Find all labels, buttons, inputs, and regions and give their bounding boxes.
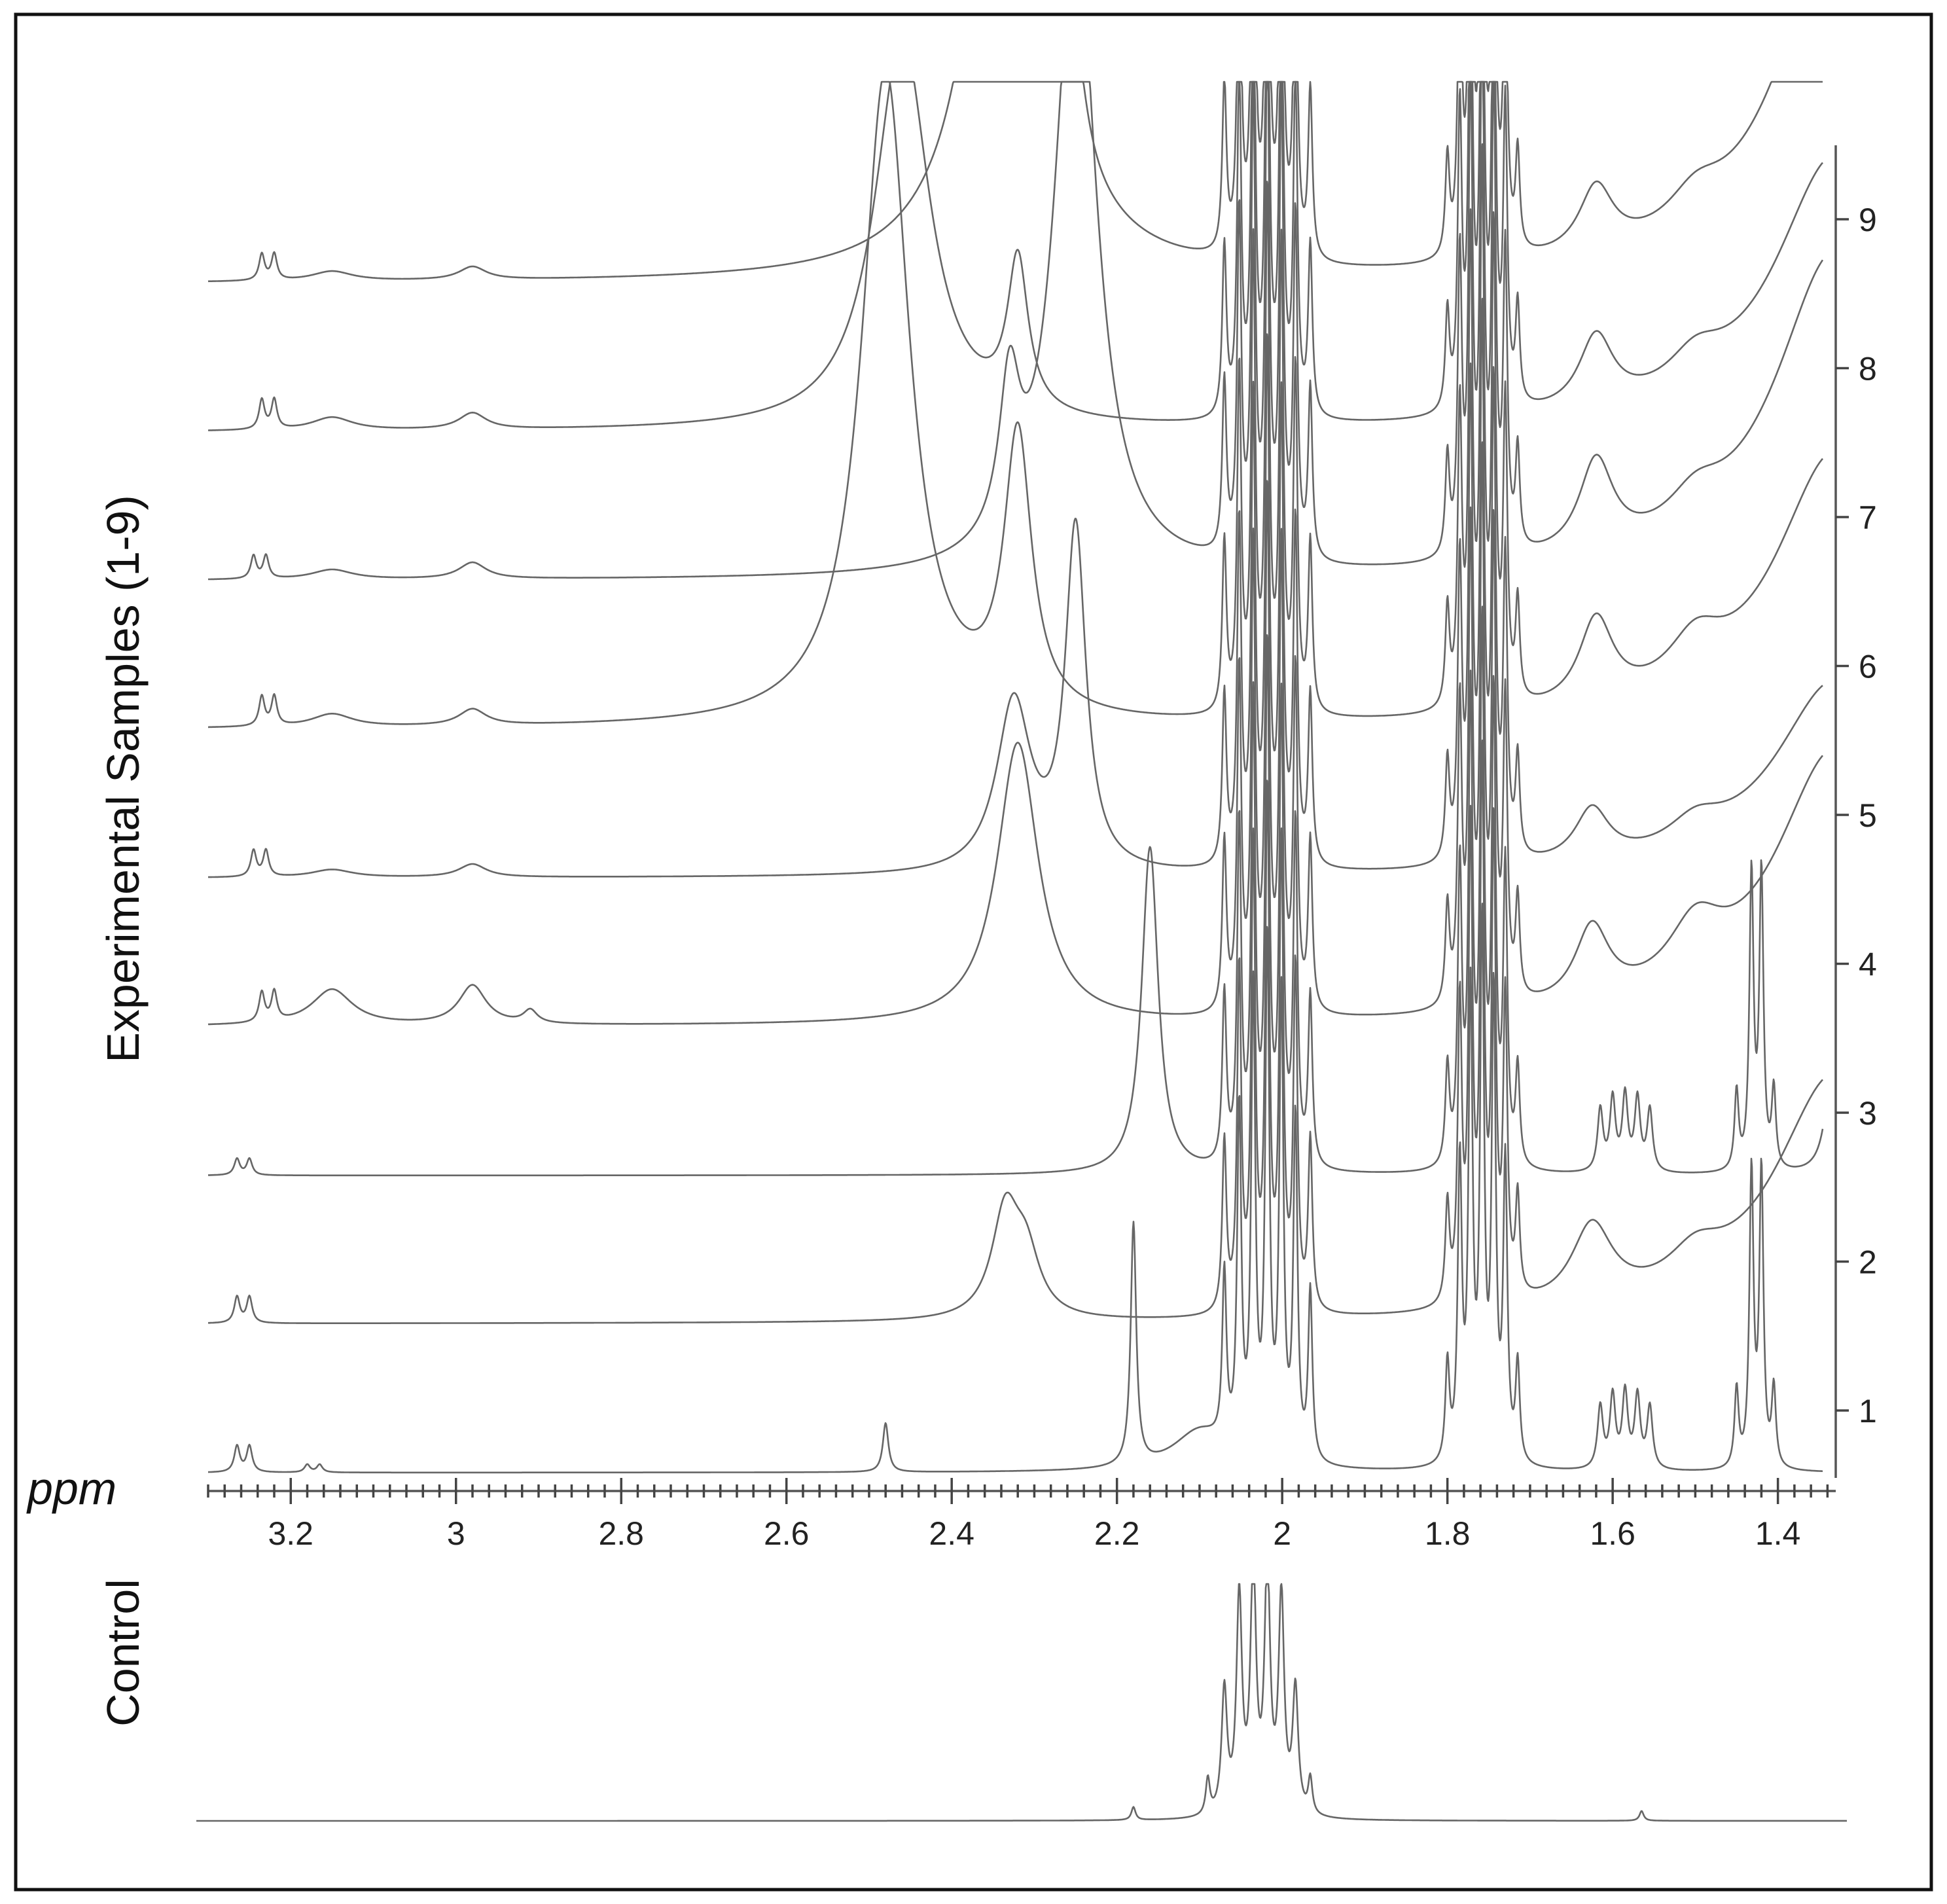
experimental-samples-label: Experimental Samples (1-9) (98, 495, 149, 1063)
ppm-tick-label: 1.4 (1755, 1515, 1801, 1552)
ppm-tick-label: 1.8 (1425, 1515, 1471, 1552)
spectrum-trace-5 (207, 298, 1823, 878)
ppm-tick-label: 3.2 (268, 1515, 313, 1552)
ppm-tick-label: 2.4 (929, 1515, 974, 1552)
figure-border (14, 12, 1933, 1892)
ppm-tick-label: 2.8 (598, 1515, 644, 1552)
spectrum-trace-3 (207, 605, 1824, 1177)
stack-axis-ticks: 1 2 3 4 5 6 7 8 9 (1836, 202, 1877, 1429)
spectrum-trace-control (196, 1583, 1848, 1822)
stack-tick-label: 8 (1859, 351, 1877, 387)
stack-tick-label: 4 (1859, 946, 1877, 983)
ppm-axis-label: ppm (26, 1463, 116, 1514)
spectrum-trace-2 (207, 739, 1823, 1324)
spectrum-trace-4 (207, 441, 1823, 1026)
stack-tick-label: 6 (1859, 649, 1877, 685)
ppm-axis-ticks: 3.2 3 2.8 2.6 2.4 2.2 2 1.8 1.6 1.4 (207, 1478, 1829, 1552)
stack-tick-label: 2 (1859, 1244, 1877, 1281)
spectrum-trace-6 (207, 81, 1823, 728)
stack-tick-label: 1 (1859, 1393, 1877, 1429)
control-trace (196, 1583, 1848, 1822)
spectrum-traces (207, 81, 1824, 1474)
ppm-tick-label: 2 (1273, 1515, 1291, 1552)
control-label: Control (98, 1579, 149, 1727)
spectrum-trace-7 (207, 81, 1824, 581)
stack-tick-label: 7 (1859, 499, 1877, 536)
stack-tick-label: 9 (1859, 202, 1877, 238)
stack-tick-label: 5 (1859, 797, 1877, 834)
spectrum-trace-8 (207, 81, 1823, 431)
stack-tick-label: 3 (1859, 1095, 1877, 1132)
ppm-tick-label: 2.6 (764, 1515, 810, 1552)
spectrum-trace-9 (207, 81, 1823, 283)
ppm-tick-label: 2.2 (1094, 1515, 1140, 1552)
ppm-tick-label: 1.6 (1590, 1515, 1635, 1552)
ppm-tick-label: 3 (447, 1515, 465, 1552)
spectrum-trace-1 (207, 903, 1823, 1474)
